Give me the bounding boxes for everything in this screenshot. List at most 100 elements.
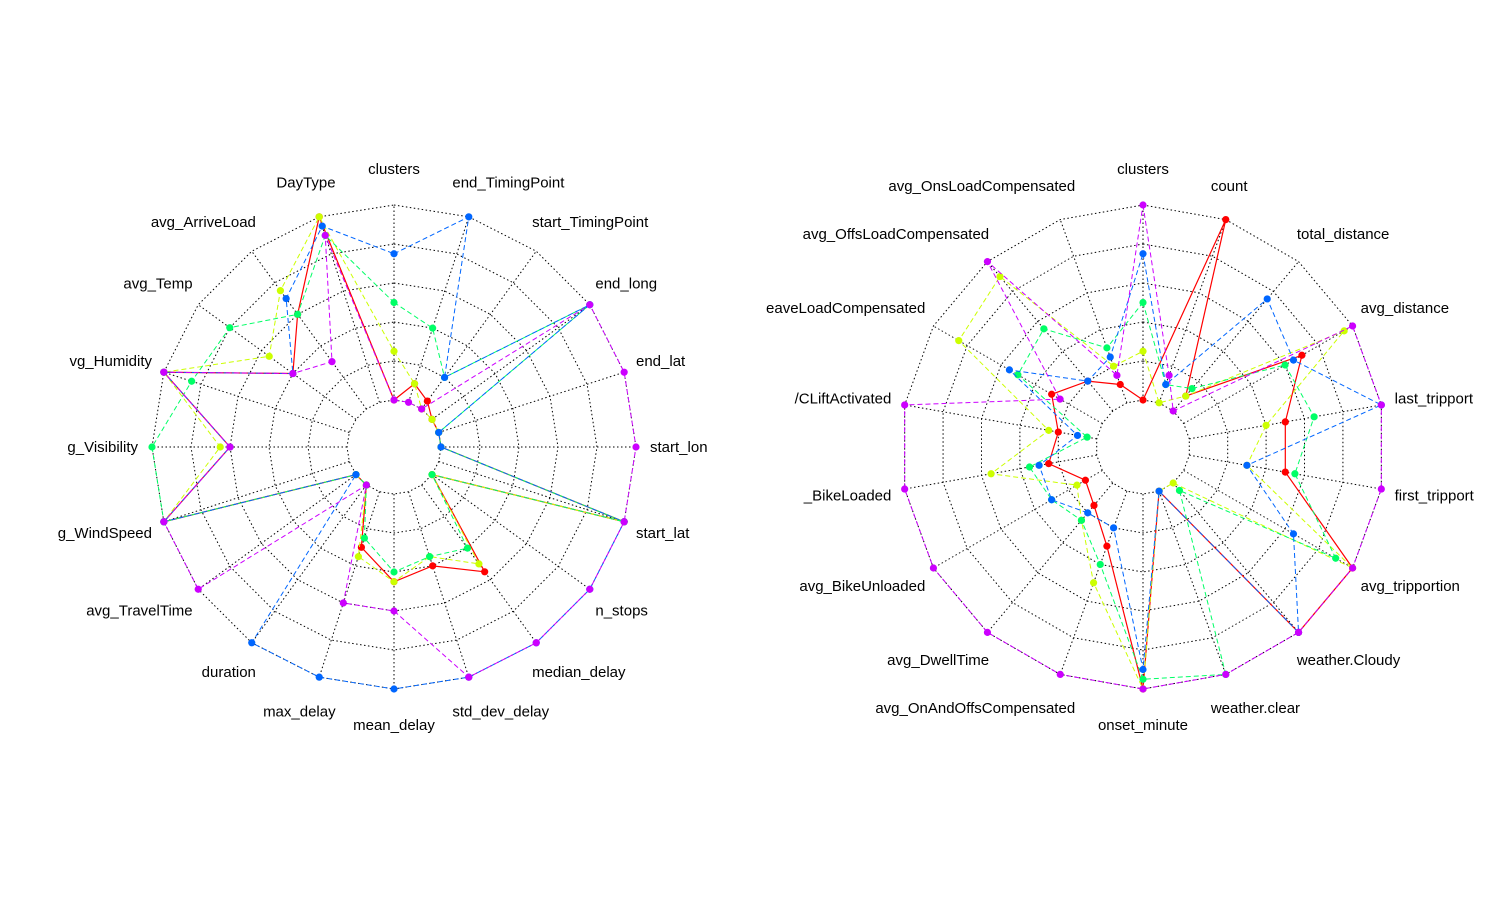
data-point: [357, 543, 365, 551]
data-point: [429, 562, 437, 570]
data-point: [1056, 395, 1064, 403]
data-point: [390, 396, 398, 404]
axis-label: avg_BikeUnloaded: [799, 578, 925, 595]
axis-label: vg_Humidity: [69, 353, 152, 370]
axis-spoke: [904, 454, 1097, 490]
data-point: [586, 585, 594, 593]
axis-label: avg_OnAndOffsCompensated: [875, 700, 1075, 717]
data-point: [339, 599, 347, 607]
data-point: [404, 398, 413, 406]
data-point: [423, 397, 431, 405]
data-point: [282, 294, 290, 303]
axis-label: count: [1211, 178, 1249, 195]
axis-spoke: [163, 371, 350, 433]
data-point: [426, 553, 434, 561]
data-point: [1025, 463, 1034, 471]
axis-label: total_distance: [1297, 226, 1390, 243]
data-point: [1222, 215, 1230, 224]
axis-label: avg_ArriveLoad: [151, 214, 256, 231]
data-point: [465, 213, 473, 221]
data-point: [428, 471, 436, 479]
axis-spoke: [1158, 490, 1227, 675]
axis-label: DayType: [276, 175, 335, 192]
data-point: [440, 373, 449, 382]
axis-spoke: [438, 371, 625, 433]
radar-chart-right: clusters count total_distance avg_distancel…: [766, 161, 1475, 734]
data-point: [390, 607, 398, 615]
data-point: [1054, 428, 1062, 436]
axis-spoke: [251, 484, 367, 644]
axis-label: duration: [202, 664, 256, 681]
axis-label: avg_DwellTime: [887, 652, 989, 669]
axis-label: start_lat: [636, 525, 690, 542]
data-point: [1222, 670, 1230, 679]
axis-spoke: [431, 474, 591, 590]
axis-label: clusters: [1117, 161, 1169, 178]
data-point: [216, 443, 224, 451]
data-point: [160, 518, 168, 526]
data-point: [901, 485, 909, 493]
axis-label: avg_Temp: [123, 276, 192, 293]
axis-spoke: [987, 261, 1114, 412]
axis-label: n_stops: [595, 602, 648, 619]
axis-spoke: [1183, 470, 1353, 569]
axis-spoke: [1172, 482, 1299, 633]
data-point: [481, 568, 489, 576]
grid-ring: [151, 204, 637, 690]
data-point: [1073, 431, 1082, 440]
series-line: [904, 204, 1382, 690]
data-point: [418, 405, 426, 413]
data-point: [148, 443, 156, 451]
axis-label: g_WindSpeed: [58, 525, 152, 542]
data-point: [1139, 665, 1147, 674]
data-point: [1377, 485, 1385, 493]
data-point: [1109, 524, 1118, 532]
data-point: [929, 564, 938, 572]
data-point: [475, 560, 483, 568]
axis-label: avg_TravelTime: [86, 602, 192, 619]
data-point: [996, 272, 1004, 281]
data-point: [463, 544, 472, 552]
data-point: [1310, 413, 1318, 421]
data-point: [226, 324, 234, 332]
data-point: [1155, 487, 1163, 495]
grid-ring: [229, 282, 559, 612]
grid-ring: [1057, 360, 1229, 534]
series-3: [1014, 298, 1340, 683]
data-point: [1109, 362, 1118, 370]
axis-label: last_tripport: [1395, 391, 1474, 408]
data-point: [465, 673, 473, 681]
data-point: [987, 470, 995, 478]
data-point: [1139, 685, 1147, 693]
data-point: [632, 443, 640, 451]
axis-spoke: [318, 491, 380, 678]
data-point: [1139, 347, 1147, 355]
grid: [904, 204, 1382, 690]
axis-spoke: [197, 304, 357, 420]
data-point: [1139, 675, 1147, 683]
axis-spoke: [251, 250, 367, 410]
axis-label: avg_tripportion: [1361, 578, 1460, 595]
axis-labels: clusters count total_distance avg_distancel…: [766, 161, 1475, 734]
axis-label: mean_delay: [353, 717, 435, 734]
data-point: [586, 301, 594, 309]
grid: [151, 204, 637, 690]
axis-spoke: [163, 461, 350, 523]
series-3: [148, 231, 628, 576]
data-point: [1348, 564, 1357, 572]
axis-label: start_lon: [650, 439, 708, 456]
data-point: [1081, 476, 1090, 484]
data-point: [1056, 670, 1064, 679]
data-point: [429, 324, 437, 332]
axis-spoke: [408, 216, 470, 403]
data-point: [1188, 384, 1196, 393]
data-point: [1139, 298, 1147, 307]
data-point: [1291, 470, 1299, 478]
grid-ring: [980, 282, 1306, 612]
data-point: [1083, 433, 1091, 441]
data-point: [352, 471, 360, 479]
data-point: [1262, 421, 1270, 429]
data-point: [318, 222, 326, 230]
data-point: [1169, 479, 1177, 487]
data-point: [354, 553, 362, 561]
